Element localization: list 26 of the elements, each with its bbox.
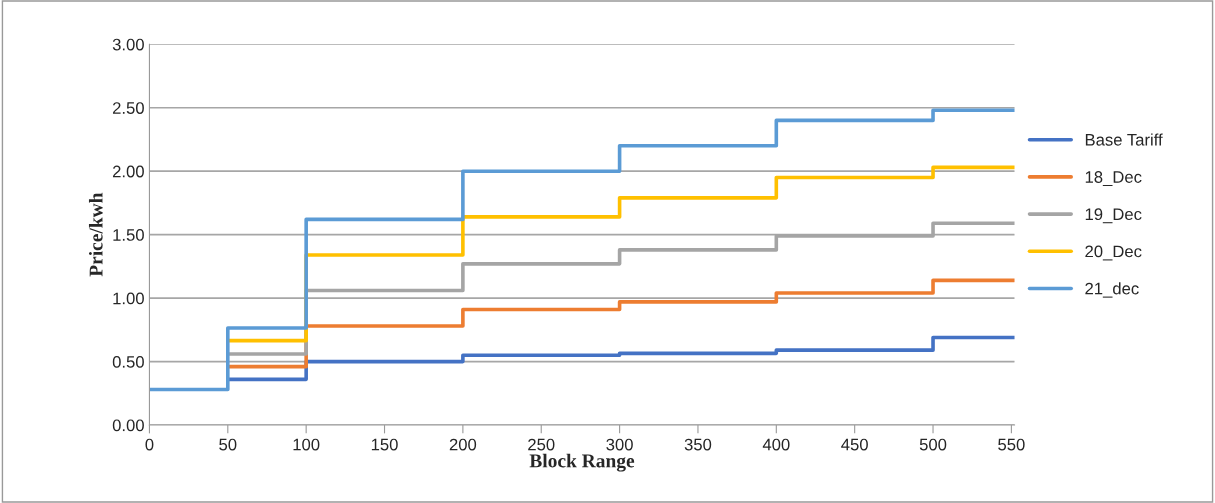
y-axis-title: Price/kwh [88, 192, 103, 277]
legend-label: Base Tariff [1085, 133, 1163, 146]
x-tick-label: 200 [449, 438, 477, 451]
y-tick-label: 2.00 [112, 165, 144, 178]
x-tick-label: 550 [998, 438, 1025, 451]
x-tick-label: 0 [145, 438, 154, 451]
x-tick-label: 350 [684, 438, 712, 451]
x-tick-label: 500 [919, 438, 947, 451]
x-tick-label: 150 [371, 438, 398, 451]
x-tick-label: 50 [219, 438, 237, 451]
y-tick-label: 0.00 [112, 419, 144, 432]
legend-label: 21_dec [1085, 282, 1139, 298]
y-tick-label: 3.00 [112, 38, 144, 51]
y-tick-label: 2.50 [112, 102, 144, 114]
legend-label: 20_Dec [1085, 245, 1142, 261]
x-tick-label: 400 [762, 438, 790, 451]
y-tick-label: 1.00 [113, 292, 144, 305]
x-tick-label: 300 [606, 438, 633, 451]
x-tick-label: 450 [841, 438, 868, 451]
x-tick-label: 100 [293, 438, 320, 451]
x-tick-label: 250 [528, 438, 555, 451]
y-tick-label: 0.50 [112, 355, 144, 368]
legend-label: 18_Dec [1085, 171, 1142, 187]
y-tick-label: 1.50 [113, 229, 144, 241]
legend-label: 19_Dec [1085, 208, 1142, 224]
x-axis-title: Block Range [529, 453, 635, 472]
